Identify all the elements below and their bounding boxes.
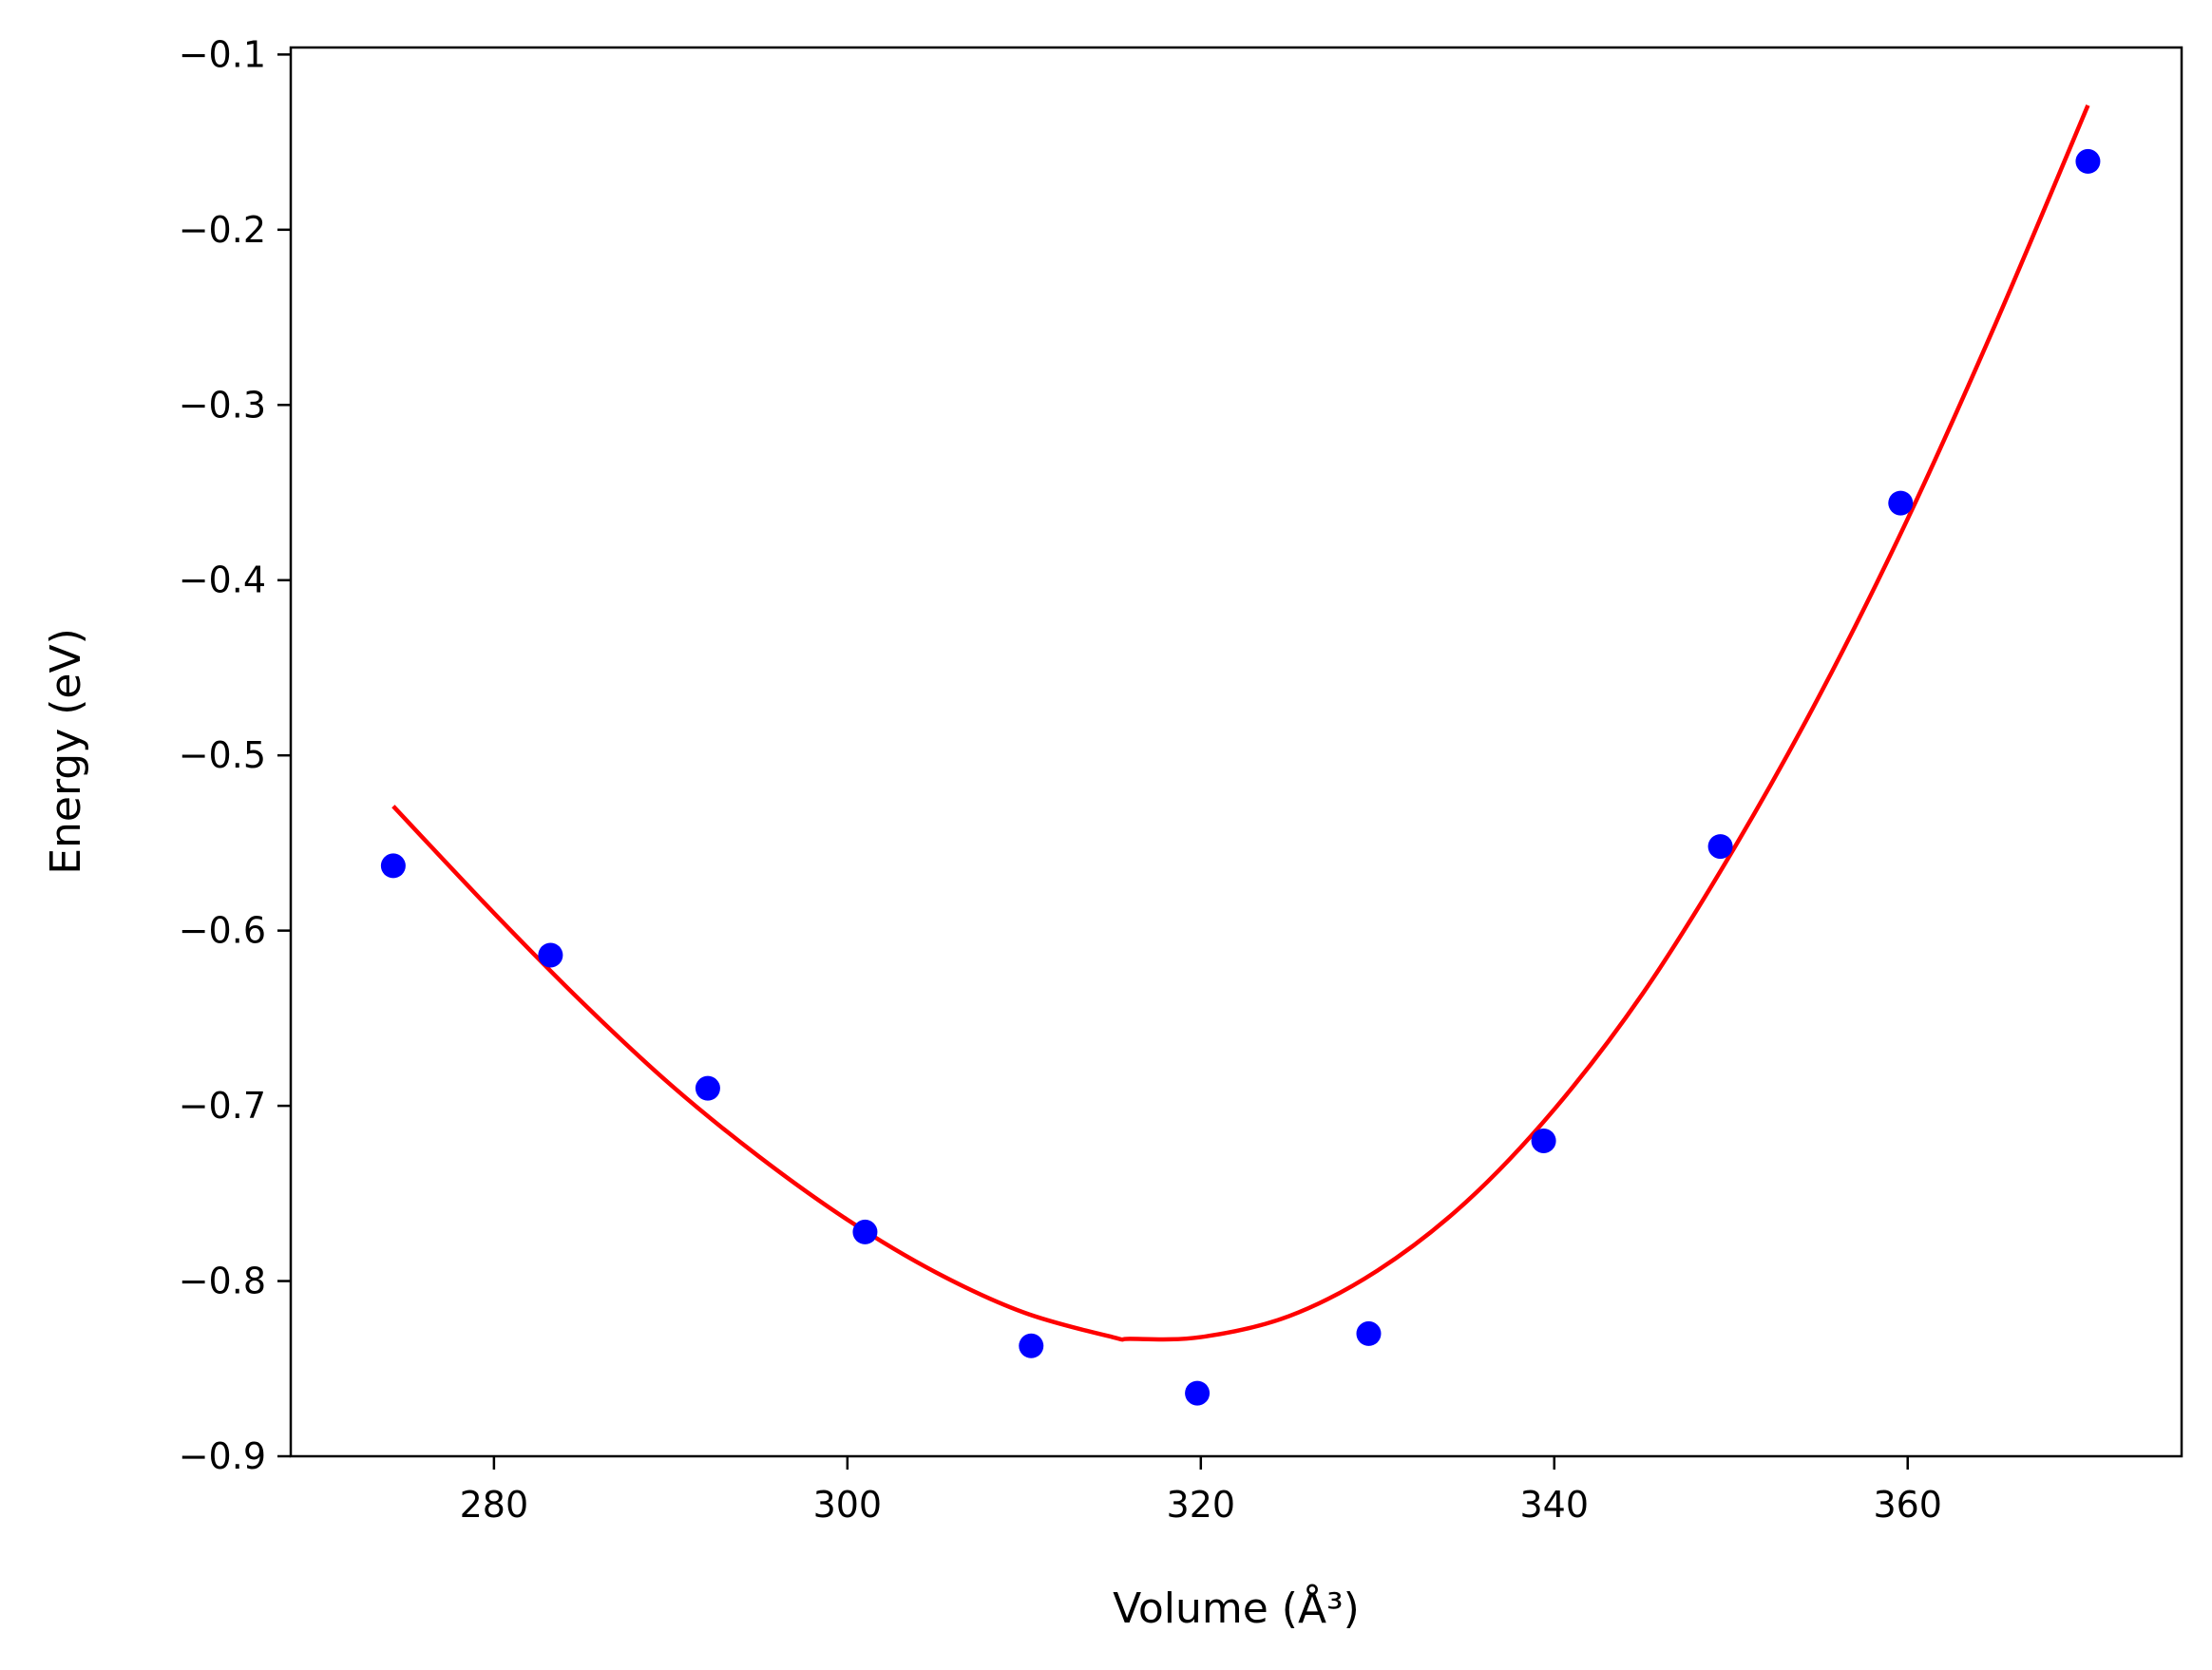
data-point [1185,1380,1211,1406]
y-tick-label: −0.5 [179,734,266,776]
y-tick-label: −0.2 [179,209,266,251]
data-point [1888,490,1914,516]
x-tick-label: 340 [1520,1484,1590,1526]
data-point [695,1075,720,1101]
x-axis-label: Volume (Å³) [1113,1583,1360,1633]
y-tick-label: −0.8 [179,1261,266,1302]
data-point [1531,1128,1556,1153]
y-tick-label: −0.9 [179,1435,266,1477]
plot-frame [289,46,2183,1458]
y-tick-label: −0.6 [179,910,266,952]
x-tick-label: 320 [1167,1484,1236,1526]
x-tick-label: 360 [1873,1484,1942,1526]
x-tick-label: 300 [813,1484,883,1526]
data-point [1707,834,1733,860]
axes-layer: 280 300 320 340 360 −0.9 −0.8 −0.7 −0.6 −0.5 −0.4 −… [179,33,1942,1526]
data-point [380,853,406,879]
x-tick-label: 280 [460,1484,529,1526]
y-tick-label: −0.4 [179,560,266,601]
data-point [1356,1320,1382,1346]
data-point [2075,148,2101,174]
data-point [852,1219,878,1244]
plot-area [291,47,2182,1456]
data-point [1019,1333,1044,1358]
y-axis-label: Energy (eV) [42,628,90,875]
y-tick-label: −0.1 [179,33,266,75]
data-point [538,942,563,968]
y-tick-label: −0.7 [179,1085,266,1127]
series-layer [380,104,2101,1406]
y-tick-label: −0.3 [179,384,266,426]
fit-curve-line [391,104,2090,1342]
